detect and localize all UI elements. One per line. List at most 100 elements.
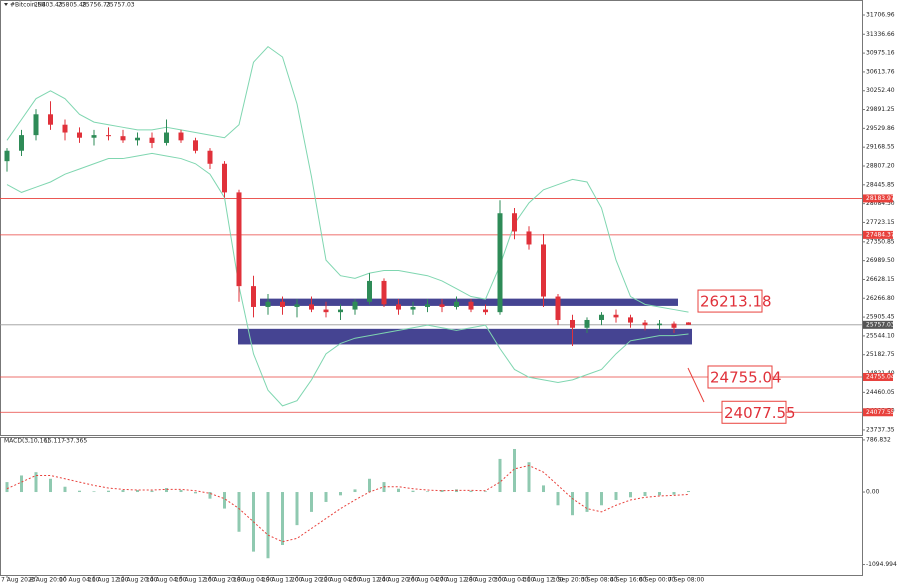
y-tick-label: 31336.66 (866, 31, 895, 38)
macd-bar (92, 491, 96, 493)
candle-body (642, 322, 648, 326)
annotation-box (721, 400, 787, 424)
candle-body (135, 137, 140, 141)
candle-body (338, 309, 343, 313)
close: 25757.03 (106, 2, 135, 9)
candle-body (628, 317, 633, 323)
x-tick-label: 7 Aug 2023 (1, 577, 36, 584)
x-tick-label: 10 Aug 04:00 (59, 577, 100, 584)
candle-body (541, 244, 546, 297)
y-tick-label: 26266.80 (866, 295, 895, 302)
x-tick-label: 7 Sep 08:00 (668, 577, 704, 584)
y-tick-label: 23737.35 (866, 426, 895, 433)
y-tick-label: 30252.40 (866, 87, 895, 94)
macd-bar (150, 490, 154, 493)
macd-bar (5, 482, 9, 493)
macd-bar (556, 492, 560, 506)
candle-body (280, 301, 285, 307)
candle-body (236, 192, 242, 287)
candle-body (613, 314, 619, 318)
x-tick-label: 8 Aug 20:00 (30, 577, 67, 584)
macd-signal (6, 465, 689, 543)
macd-bar (136, 490, 139, 493)
candle-body (512, 213, 517, 232)
macd-bar (527, 462, 531, 493)
candle-body (352, 301, 358, 310)
macd-bar (295, 492, 299, 526)
y-tick-label: 26989.50 (866, 257, 895, 264)
candle-body (381, 280, 387, 305)
level-label-box (863, 230, 893, 239)
candle-body (164, 132, 169, 143)
macd-bar (585, 492, 589, 512)
candle-body (106, 135, 111, 137)
menu-arrow (4, 3, 8, 6)
level-label: 28183.97 (866, 195, 895, 202)
candle-body (77, 132, 82, 138)
macd-bar (339, 492, 342, 496)
level-label-box (863, 408, 893, 417)
candle-body (265, 301, 271, 307)
candle-body (570, 319, 575, 328)
macd-bar (469, 490, 473, 493)
candle-body (497, 213, 503, 313)
level-label-box (863, 372, 893, 381)
candle-body (251, 286, 256, 307)
macd-bar (498, 458, 502, 493)
y-tick-label: 25905.45 (866, 314, 895, 321)
candle-body (294, 304, 300, 307)
level-label: 27484.37 (866, 231, 895, 238)
x-tick-label: 27 Aug 12:00 (436, 577, 477, 584)
macd-bar (658, 492, 661, 496)
candle-body (222, 163, 227, 193)
macd-bar (49, 478, 52, 493)
candle-body (48, 114, 53, 125)
candle-body (367, 280, 372, 302)
y-tick-label: 30975.16 (866, 50, 895, 57)
macd-bar (310, 492, 313, 512)
y-tick-label: 25182.75 (866, 351, 895, 358)
macd-bar (165, 488, 168, 493)
macd-bar (34, 472, 38, 493)
candle-body (193, 140, 198, 151)
x-tick-label: 31 Aug 12:00 (523, 577, 564, 584)
x-tick-label: 30 Aug 04:00 (494, 577, 535, 584)
annotation-box (697, 289, 763, 313)
price-panel (0, 0, 863, 436)
y-tick-label: 27723.15 (866, 219, 895, 226)
y-tick-label: 29168.55 (866, 144, 895, 151)
x-tick-label: 6 Sep 00:00 (639, 577, 675, 584)
macd-bar (266, 492, 270, 559)
candle-body (671, 323, 677, 328)
macd-signal-last: -37.365 (64, 438, 87, 445)
macd-bar (107, 490, 110, 493)
x-tick-label: 1 Sep 20:00 (552, 577, 588, 584)
macd-bar (324, 492, 328, 502)
x-tick-label: 12 Aug 20:00 (117, 577, 158, 584)
macd-bar (121, 490, 125, 493)
x-tick-label: 24 Aug 20:00 (378, 577, 419, 584)
x-tick-label: 4 Sep 16:00 (610, 577, 646, 584)
x-tick-label: 3 Sep 08:00 (581, 577, 617, 584)
open: 25803.43 (34, 2, 63, 9)
macd-bar (223, 492, 226, 509)
candle-body (19, 135, 24, 151)
macd-bar (78, 490, 81, 493)
level-label: 24755.04 (866, 373, 895, 380)
y-tick-label: 28445.85 (866, 181, 895, 188)
macd-hist-last: 15.117 (44, 438, 65, 445)
macd-tick-label: -1094.994 (866, 561, 897, 568)
candle-body (4, 150, 10, 162)
macd-bar (397, 488, 400, 493)
macd-bar (411, 490, 415, 493)
candle-body (62, 124, 68, 133)
macd-bar (600, 492, 603, 506)
x-tick-label: 22 Aug 04:00 (320, 577, 361, 584)
macd-bar (237, 492, 241, 532)
y-tick-label: 29529.86 (866, 125, 895, 132)
candle-body (657, 323, 662, 326)
macd-bar (672, 492, 676, 495)
candle-body (439, 304, 445, 307)
x-tick-label: 16 Aug 20:00 (204, 577, 245, 584)
candle-body (599, 314, 604, 320)
